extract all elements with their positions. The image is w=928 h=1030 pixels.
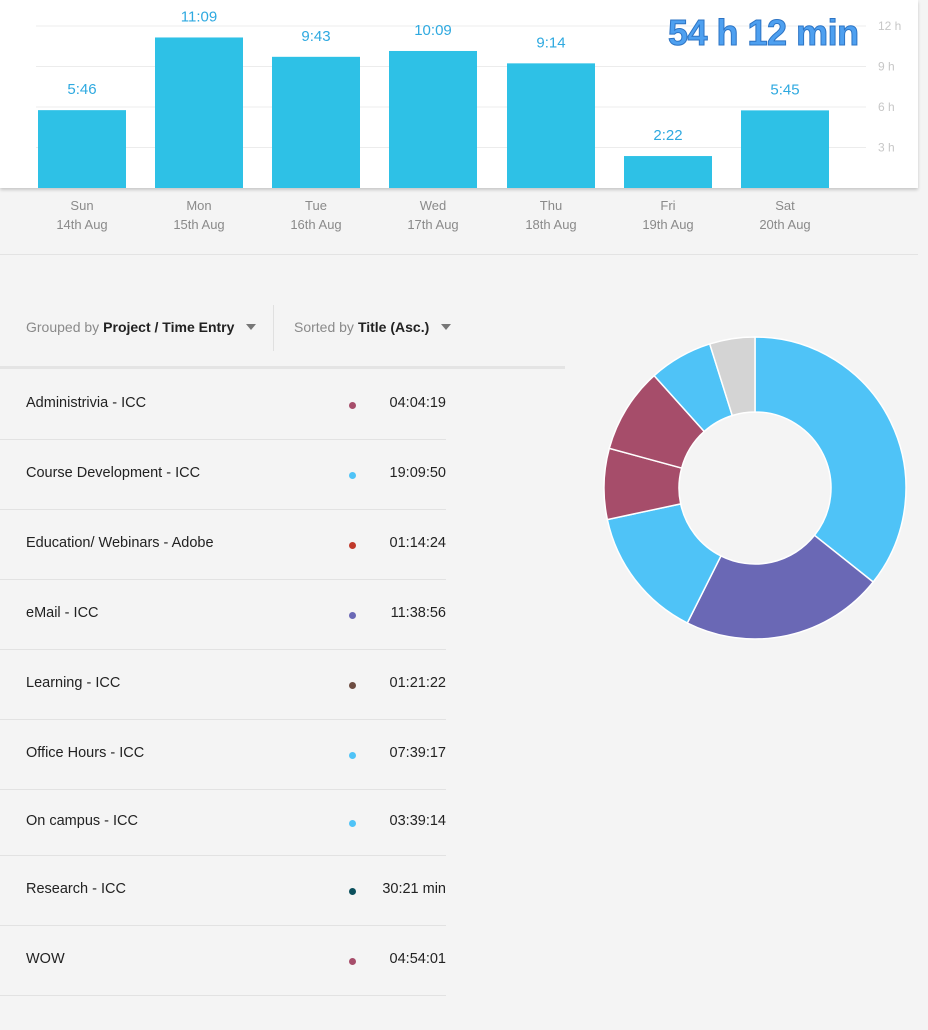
entry-project-name: Education/ Webinars - Adobe <box>26 535 214 551</box>
x-tick-label: Sat 20th Aug <box>735 196 835 234</box>
project-color-dot <box>349 682 356 689</box>
bar[interactable] <box>389 50 477 188</box>
time-entry-row[interactable]: Office Hours - ICC 07:39:17 <box>0 720 446 790</box>
x-tick-label: Thu 18th Aug <box>501 196 601 234</box>
bar[interactable] <box>272 56 360 188</box>
entry-project-name: Research - ICC <box>26 881 126 897</box>
time-entry-row[interactable]: Research - ICC 30:21 min <box>0 856 446 926</box>
entry-project-name: On campus - ICC <box>26 813 138 829</box>
project-color-dot <box>349 958 356 965</box>
entry-duration: 01:21:22 <box>389 675 446 691</box>
time-entry-row[interactable]: Learning - ICC 01:21:22 <box>0 650 446 720</box>
section-divider <box>0 254 918 255</box>
entry-project-name: Learning - ICC <box>26 675 121 691</box>
y-tick-label: 6 h <box>878 100 895 114</box>
project-color-dot <box>349 820 356 827</box>
x-tick-date: 16th Aug <box>290 217 342 232</box>
x-tick-label: Mon 15th Aug <box>149 196 249 234</box>
bar-value-label: 2:22 <box>653 127 682 144</box>
list-toolbar: Grouped by Project / Time Entry Sorted b… <box>0 305 565 369</box>
time-entry-row[interactable]: Course Development - ICC 19:09:50 <box>0 440 446 510</box>
day-axis-labels: Sun 14th Aug Mon 15th Aug Tue 16th Aug Wed 17th… <box>0 196 918 236</box>
group-by-value: Project / Time Entry <box>103 319 235 335</box>
sort-by-dropdown[interactable]: Sorted by Title (Asc.) <box>294 319 452 335</box>
bar-value-label: 9:43 <box>301 28 330 45</box>
toolbar-separator <box>273 305 274 351</box>
weekly-chart-card: 3 h 6 h 9 h 12 h 5:46 11:09 9:43 10:09 9:14 2:22 5… <box>0 0 918 188</box>
entry-project-name: Course Development - ICC <box>26 465 201 481</box>
entry-duration: 04:54:01 <box>389 951 446 967</box>
entry-project-name: Administrivia - ICC <box>26 395 147 411</box>
time-entry-row[interactable]: Administrivia - ICC 04:04:19 <box>0 370 446 440</box>
x-tick-label: Tue 16th Aug <box>266 196 366 234</box>
bar-value-label: 5:46 <box>67 81 96 98</box>
entry-duration: 01:14:24 <box>389 535 446 551</box>
bar-value-label: 5:45 <box>770 81 799 98</box>
bar[interactable] <box>507 63 595 188</box>
project-donut-chart <box>603 336 907 640</box>
x-tick-date: 14th Aug <box>56 217 108 232</box>
bar[interactable] <box>155 37 243 188</box>
x-tick-date: 15th Aug <box>173 217 225 232</box>
entry-project-name: eMail - ICC <box>26 605 99 621</box>
x-tick-label: Wed 17th Aug <box>383 196 483 234</box>
project-color-dot <box>349 612 356 619</box>
entry-duration: 03:39:14 <box>389 813 446 829</box>
time-entry-row[interactable]: WOW 04:54:01 <box>0 926 446 996</box>
y-tick-label: 3 h <box>878 141 895 155</box>
x-tick-day: Mon <box>186 198 212 213</box>
x-tick-date: 20th Aug <box>759 217 811 232</box>
project-color-dot <box>349 542 356 549</box>
group-by-dropdown[interactable]: Grouped by Project / Time Entry <box>26 319 257 335</box>
x-tick-date: 17th Aug <box>407 217 459 232</box>
project-color-dot <box>349 402 356 409</box>
total-time: 54 h 12 min <box>668 12 860 54</box>
x-tick-date: 19th Aug <box>642 217 694 232</box>
group-by-prefix: Grouped by <box>26 319 100 335</box>
bar-value-label: 10:09 <box>414 22 452 39</box>
x-tick-day: Tue <box>305 198 327 213</box>
caret-down-icon <box>246 324 257 330</box>
x-tick-day: Sat <box>775 198 795 213</box>
y-tick-label: 9 h <box>878 60 895 74</box>
bar[interactable] <box>38 110 126 188</box>
entry-duration: 11:38:56 <box>390 605 446 621</box>
entry-duration: 19:09:50 <box>389 465 446 481</box>
x-tick-day: Sun <box>70 198 94 213</box>
y-tick-label: 12 h <box>878 19 901 33</box>
entry-project-name: Office Hours - ICC <box>26 745 145 761</box>
sort-by-prefix: Sorted by <box>294 319 354 335</box>
caret-down-icon <box>441 324 452 330</box>
project-color-dot <box>349 472 356 479</box>
entry-duration: 07:39:17 <box>389 745 446 761</box>
time-entry-row[interactable]: Education/ Webinars - Adobe 01:14:24 <box>0 510 446 580</box>
bar[interactable] <box>741 110 829 188</box>
bar[interactable] <box>624 156 712 188</box>
donut-slice[interactable] <box>754 336 907 584</box>
donut-slice[interactable] <box>686 534 875 640</box>
x-tick-day: Thu <box>539 198 563 213</box>
bar-value-label: 9:14 <box>536 34 565 51</box>
time-entry-row[interactable]: On campus - ICC 03:39:14 <box>0 790 446 856</box>
sort-by-value: Title (Asc.) <box>357 319 430 335</box>
x-tick-label: Fri 19th Aug <box>618 196 718 234</box>
x-tick-date: 18th Aug <box>525 217 577 232</box>
project-color-dot <box>349 888 356 895</box>
entry-duration: 04:04:19 <box>389 395 446 411</box>
bar-value-label: 11:09 <box>181 8 217 25</box>
time-entry-row[interactable]: eMail - ICC 11:38:56 <box>0 580 446 650</box>
x-tick-label: Sun 14th Aug <box>32 196 132 234</box>
project-color-dot <box>349 752 356 759</box>
x-tick-day: Fri <box>660 198 676 213</box>
entry-project-name: WOW <box>26 951 65 967</box>
x-tick-day: Wed <box>419 198 447 213</box>
entry-duration: 30:21 min <box>382 881 446 897</box>
toolbar-underline <box>0 366 565 369</box>
donut-slice[interactable] <box>708 336 756 417</box>
weekly-bar-chart: 3 h 6 h 9 h 12 h 5:46 11:09 9:43 10:09 9:14 2:22 5… <box>36 8 901 188</box>
